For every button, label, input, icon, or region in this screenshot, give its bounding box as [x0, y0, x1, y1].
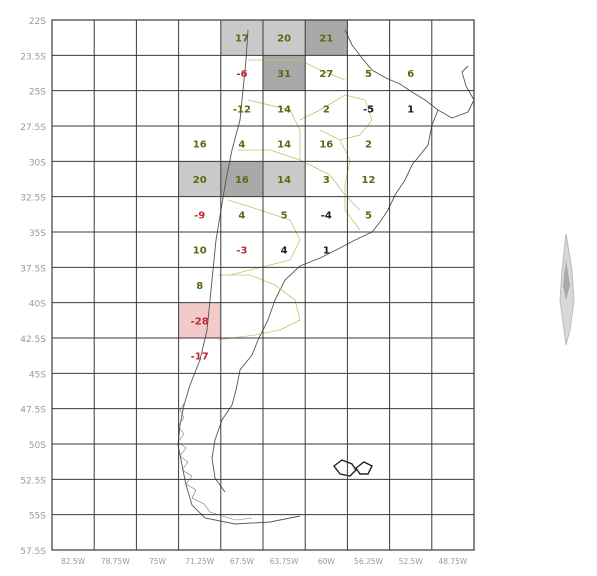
cell-value: 2	[323, 104, 330, 115]
legend-colorbar	[559, 233, 575, 346]
lat-lon-grid	[52, 20, 474, 550]
cell-value: 14	[277, 104, 291, 115]
shaded-cell	[178, 302, 221, 338]
longitude-tick-label: 52.5W	[399, 557, 424, 566]
grid-cell-values: 17 20 21-6 31 27 5 6-12 14 2 -5 116 4 14 16 220 16 14 3 12…	[191, 34, 415, 363]
cell-value: -4	[321, 210, 332, 221]
longitude-tick-label: 60W	[318, 557, 336, 566]
latitude-tick-label: 37.5S	[20, 264, 46, 274]
shaded-cell	[220, 20, 263, 56]
chile-archipelago	[177, 399, 253, 521]
cell-value: -3	[236, 246, 247, 257]
cell-value: 17	[235, 34, 249, 45]
cell-value: 8	[196, 281, 203, 292]
cell-value: 5	[365, 69, 372, 80]
latitude-tick-label: 23.5S	[20, 52, 46, 62]
latitude-tick-label: 22S	[29, 17, 46, 27]
cell-value: 14	[277, 175, 291, 186]
shaded-cell	[178, 161, 221, 197]
latitude-tick-label: 50S	[29, 441, 46, 451]
legend-dark-band	[563, 260, 570, 300]
latitude-tick-label: 57.5S	[20, 547, 46, 557]
cell-value: -28	[191, 316, 209, 327]
cell-value: 10	[193, 246, 207, 257]
cell-value: 3	[323, 175, 330, 186]
latitude-tick-label: 45S	[29, 370, 46, 380]
latitude-tick-label: 55S	[29, 512, 46, 522]
latitude-tick-label: 32.5S	[20, 194, 46, 204]
east-coastline	[211, 29, 475, 493]
latitude-tick-label: 27.5S	[20, 123, 46, 133]
cell-value: 1	[407, 104, 414, 115]
shaded-cell	[263, 20, 306, 56]
map-frame	[51, 19, 475, 551]
longitude-tick-label: 63.75W	[270, 557, 299, 566]
longitude-tick-label: 56.25W	[354, 557, 383, 566]
longitude-tick-label: 67.5W	[230, 557, 255, 566]
cell-value: 16	[319, 140, 333, 151]
longitude-tick-label: 78.75W	[101, 557, 130, 566]
cell-value: 6	[407, 69, 414, 80]
shaded-cell	[220, 161, 263, 197]
cell-value: 5	[281, 210, 288, 221]
cell-value: 4	[238, 210, 245, 221]
shaded-cell	[263, 55, 306, 91]
cell-value: 4	[238, 140, 245, 151]
cell-value: -6	[236, 69, 247, 80]
cell-value: 4	[281, 246, 288, 257]
latitude-tick-label: 30S	[29, 158, 46, 168]
latitude-tick-label: 47.5S	[20, 406, 46, 416]
cell-value: 2	[365, 140, 372, 151]
longitude-axis: 82.5W 78.75W 75W 71.25W 67.5W 63.75W 60W 56.25W…	[61, 557, 468, 566]
coastline	[177, 29, 475, 525]
cell-value: 5	[365, 210, 372, 221]
cell-value: 16	[235, 175, 249, 186]
cell-value: 1	[323, 246, 330, 257]
cell-value: 27	[319, 69, 333, 80]
cell-value: 31	[277, 69, 291, 80]
latitude-axis: 22S 23.5S 25S 27.5S 30S 32.5S 35S 37.5S 40S 42.5S…	[20, 17, 46, 557]
shaded-cell	[305, 20, 348, 56]
west-coastline	[177, 29, 301, 525]
longitude-tick-label: 82.5W	[61, 557, 86, 566]
latitude-tick-label: 35S	[29, 229, 46, 239]
cell-value: -17	[191, 352, 209, 363]
latitude-tick-label: 42.5S	[20, 335, 46, 345]
cell-value: 14	[277, 140, 291, 151]
province-borders	[217, 59, 373, 341]
malvinas-islands	[333, 459, 373, 477]
cell-value: -9	[194, 210, 205, 221]
cell-value: -12	[233, 104, 251, 115]
shaded-cell	[263, 161, 306, 197]
latitude-tick-label: 25S	[29, 88, 46, 98]
longitude-tick-label: 48.75W	[438, 557, 467, 566]
longitude-tick-label: 75W	[149, 557, 167, 566]
latitude-tick-label: 40S	[29, 300, 46, 310]
longitude-tick-label: 71.25W	[185, 557, 214, 566]
cell-value: -5	[363, 104, 374, 115]
cell-value: 12	[362, 175, 376, 186]
cell-value: 21	[319, 34, 333, 45]
cell-value: 20	[193, 175, 207, 186]
grid-cell-shading	[178, 20, 348, 338]
latitude-tick-label: 52.5S	[20, 476, 46, 486]
cell-value: 16	[193, 140, 207, 151]
cell-value: 20	[277, 34, 291, 45]
